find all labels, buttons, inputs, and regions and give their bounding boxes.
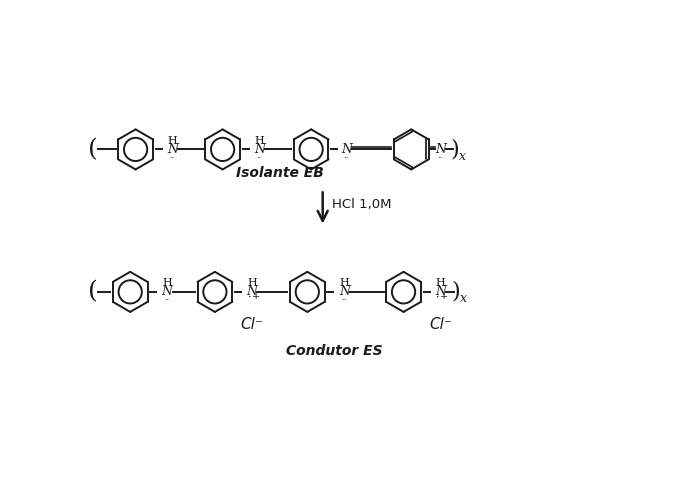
Text: N: N [435, 143, 446, 156]
Text: ..: .. [343, 152, 349, 160]
Text: N: N [162, 285, 173, 298]
Text: HCl 1,0M: HCl 1,0M [332, 198, 391, 211]
Text: N: N [435, 285, 446, 298]
Text: H: H [247, 278, 257, 288]
Text: H: H [340, 278, 349, 288]
Text: Cl⁻: Cl⁻ [429, 317, 452, 332]
Text: N: N [254, 143, 265, 156]
Text: ·: · [436, 293, 440, 303]
Text: H: H [255, 136, 265, 146]
Text: ·: · [248, 293, 251, 303]
Text: +: + [251, 292, 260, 301]
Text: ..: .. [164, 294, 169, 302]
Text: N: N [167, 143, 178, 156]
Text: ): ) [451, 139, 460, 161]
Text: Isolante EB: Isolante EB [236, 165, 325, 180]
Text: (: ( [88, 138, 98, 161]
Text: x: x [460, 292, 467, 305]
Text: H: H [163, 278, 172, 288]
Text: N: N [341, 143, 352, 156]
Text: N: N [339, 285, 350, 298]
Text: H: H [435, 278, 445, 288]
Text: +: + [440, 292, 449, 301]
Text: ..: .. [341, 294, 346, 302]
Text: ..: .. [169, 152, 174, 160]
Text: Cl⁻: Cl⁻ [240, 317, 263, 332]
Text: x: x [460, 150, 466, 163]
Text: N: N [247, 285, 258, 298]
Text: Condutor ES: Condutor ES [286, 344, 382, 358]
Text: ): ) [451, 281, 460, 303]
Text: ..: .. [437, 152, 442, 160]
Text: ..: .. [256, 152, 261, 160]
Text: H: H [167, 136, 178, 146]
Text: (: ( [88, 281, 98, 304]
